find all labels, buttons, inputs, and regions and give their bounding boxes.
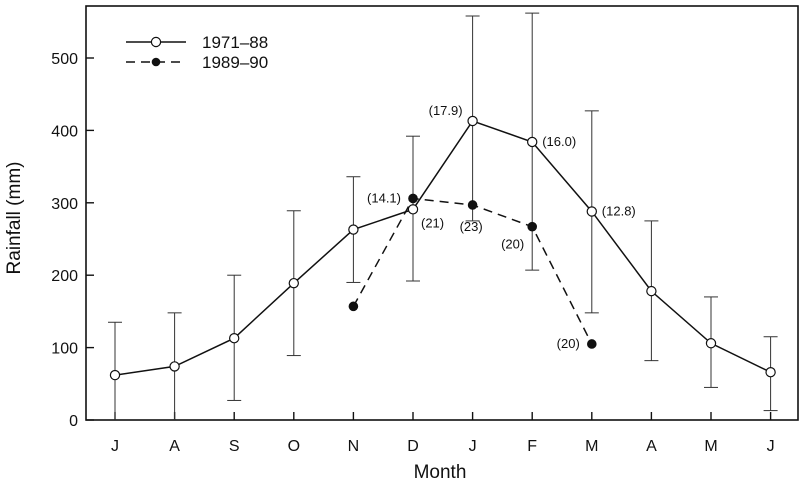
legend-marker-1989-90 xyxy=(151,57,161,67)
y-axis-title: Rainfall (mm) xyxy=(4,162,25,275)
y-tick-label: 200 xyxy=(51,268,78,285)
series-line-1 xyxy=(114,120,771,376)
legend-label-1989-90: 1989–90 xyxy=(202,53,268,72)
legend-marker-1971-88 xyxy=(150,36,162,48)
data-points xyxy=(109,115,776,381)
y-tick-label: 0 xyxy=(69,413,78,430)
point-1971-88 xyxy=(586,206,598,217)
y-tick-label: 500 xyxy=(51,51,78,68)
point-1971-88 xyxy=(169,361,180,372)
annotation-label: (23) xyxy=(460,219,483,234)
point-1971-88 xyxy=(527,136,538,148)
point-1971-88 xyxy=(467,115,478,127)
x-axis-title: Month xyxy=(414,462,467,483)
x-tick-label: J xyxy=(469,438,477,455)
point-1989-90 xyxy=(408,193,418,204)
x-tick-label: D xyxy=(407,438,419,455)
x-tick-label: O xyxy=(288,438,300,455)
point-1989-90 xyxy=(587,339,597,349)
annotation-label: (17.9) xyxy=(429,103,463,118)
y-tick-label: 300 xyxy=(51,196,78,213)
point-1989-90 xyxy=(348,301,359,312)
point-1989-90 xyxy=(467,200,478,210)
point-1971-88 xyxy=(228,332,240,344)
annotation-label: (14.1) xyxy=(367,190,401,205)
plot-frame xyxy=(85,5,799,421)
annotation-label: (16.0) xyxy=(542,134,576,149)
annotation-label: (20) xyxy=(501,237,524,252)
legend-label-1971-88: 1971–88 xyxy=(202,33,268,52)
annotation-label: (12.8) xyxy=(602,203,636,218)
point-1971-88 xyxy=(348,224,359,235)
point-1971-88 xyxy=(765,367,776,378)
x-tick-label: N xyxy=(348,438,360,455)
point-1971-88 xyxy=(109,369,121,381)
x-tick-label: M xyxy=(704,438,717,455)
point-1971-88 xyxy=(646,285,657,297)
x-tick-label: S xyxy=(229,438,240,455)
x-tick-label: J xyxy=(111,438,119,455)
point-1989-90 xyxy=(527,221,538,232)
annotation-label: (20) xyxy=(557,336,580,351)
x-tick-label: A xyxy=(169,438,180,455)
y-tick-label: 100 xyxy=(51,341,78,358)
x-tick-label: A xyxy=(646,438,657,455)
point-1971-88 xyxy=(288,277,299,289)
axes: 0 100 200 300 400 500 J A S O N D J F M A M J xyxy=(51,5,799,455)
annotations: (14.1) (21) (17.9) (23) (16.0) (20) (12.8) (20) xyxy=(367,103,636,351)
x-tick-label: M xyxy=(585,438,598,455)
point-1971-88 xyxy=(407,204,419,215)
series-lines xyxy=(114,120,771,376)
point-1971-88 xyxy=(705,338,717,349)
y-tick-label: 400 xyxy=(51,123,78,140)
x-tick-label: F xyxy=(527,438,537,455)
annotation-label: (21) xyxy=(421,215,444,230)
x-tick-label: J xyxy=(767,438,775,455)
